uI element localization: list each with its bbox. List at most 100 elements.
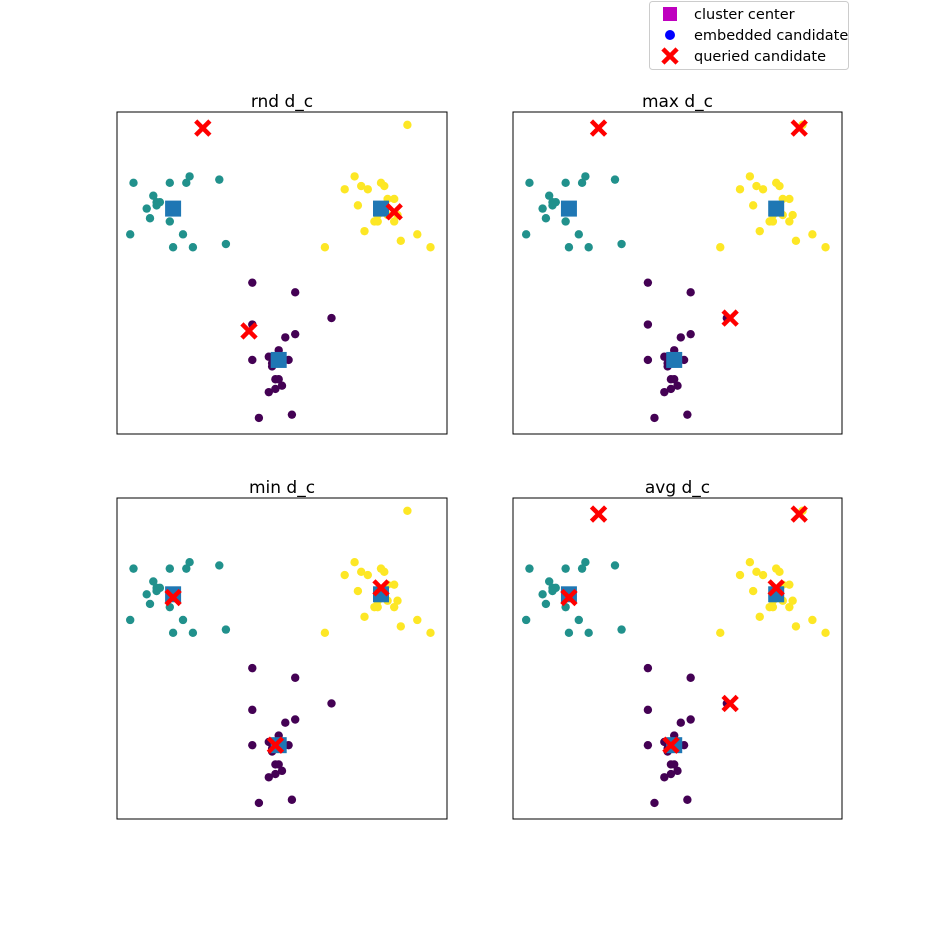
- embedded-candidate-c: [390, 217, 399, 226]
- embedded-candidate-c: [396, 622, 405, 631]
- embedded-candidate-b: [548, 586, 557, 596]
- embedded-candidate-a: [291, 673, 300, 682]
- embedded-candidate-c: [357, 181, 366, 191]
- embedded-candidate-c: [775, 567, 784, 577]
- embedded-candidate-a: [650, 798, 659, 808]
- embedded-candidate-a: [274, 375, 283, 384]
- embedded-candidate-b: [145, 599, 155, 609]
- embedded-candidate-a: [666, 384, 676, 394]
- subplot-title: avg d_c: [645, 478, 710, 498]
- embedded-candidate-b: [149, 577, 158, 586]
- embedded-candidate-c: [320, 628, 330, 638]
- embedded-candidate-c: [413, 615, 422, 625]
- embedded-candidate-c: [357, 567, 366, 577]
- embedded-candidate-b: [584, 628, 593, 638]
- queried-candidate: [767, 579, 785, 597]
- embedded-candidate-c: [735, 185, 745, 194]
- embedded-candidate-a: [254, 413, 264, 423]
- embedded-candidate-c: [353, 586, 363, 596]
- cluster-center: [560, 586, 577, 603]
- queried-candidate: [589, 505, 608, 523]
- embedded-candidate-c: [748, 201, 758, 210]
- embedded-candidate-a: [281, 718, 290, 727]
- embedded-candidate-a: [670, 760, 679, 769]
- subplot-title: min d_c: [249, 478, 315, 498]
- embedded-candidate-b: [584, 243, 593, 252]
- subplot-4: avg d_c: [512, 478, 843, 820]
- embedded-candidate-c: [353, 201, 363, 210]
- embedded-candidate-b: [525, 564, 534, 573]
- embedded-candidate-c: [373, 217, 382, 226]
- embedded-candidate-c: [785, 602, 794, 612]
- embedded-candidate-a: [686, 673, 695, 682]
- embedded-candidate-b: [165, 217, 174, 226]
- embedded-candidate-a: [643, 740, 653, 750]
- legend: cluster center embedded candidate querie…: [649, 1, 849, 70]
- subplot-title: max d_c: [642, 92, 713, 112]
- embedded-candidate-b: [182, 178, 191, 188]
- embedded-candidate-c: [363, 570, 372, 580]
- embedded-candidate-c: [768, 217, 778, 226]
- embedded-candidate-c: [426, 628, 435, 638]
- embedded-candidate-c: [745, 558, 755, 567]
- legend-frame: [649, 1, 849, 70]
- embedded-candidate-b: [165, 564, 174, 573]
- embedded-candidate-b: [561, 217, 570, 226]
- embedded-candidate-a: [264, 773, 273, 782]
- embedded-candidate-a: [643, 278, 653, 287]
- cluster-center: [165, 200, 182, 217]
- embedded-candidate-c: [755, 612, 764, 621]
- subplot-1: rnd d_c: [116, 92, 448, 435]
- embedded-candidate-b: [574, 615, 583, 625]
- embedded-candidate-c: [350, 172, 359, 181]
- embedded-candidate-c: [403, 120, 412, 130]
- embedded-candidate-c: [340, 570, 349, 580]
- cluster-center: [560, 200, 577, 217]
- embedded-candidate-a: [248, 740, 257, 750]
- legend-label-embedded-candidate: embedded candidate: [694, 28, 848, 44]
- embedded-candidate-b: [581, 558, 590, 567]
- embedded-candidate-b: [577, 178, 587, 188]
- embedded-candidate-c: [360, 226, 369, 236]
- embedded-candidate-c: [755, 226, 764, 236]
- embedded-candidate-b: [541, 214, 551, 223]
- embedded-candidate-c: [396, 236, 405, 245]
- embedded-candidate-c: [788, 210, 797, 220]
- embedded-candidate-c: [775, 181, 784, 191]
- embedded-candidate-b: [617, 625, 626, 634]
- embedded-candidate-a: [643, 320, 653, 329]
- embedded-candidate-b: [538, 204, 547, 213]
- embedded-candidate-a: [274, 760, 283, 769]
- embedded-candidate-c: [390, 602, 399, 612]
- embedded-candidate-a: [643, 355, 653, 365]
- queried-candidate: [240, 322, 258, 340]
- cluster-center: [768, 200, 785, 217]
- embedded-candidate-b: [145, 214, 155, 223]
- embedded-candidate-b: [221, 625, 231, 634]
- embedded-candidate-c: [413, 230, 422, 239]
- embedded-candidate-c: [393, 596, 402, 605]
- embedded-candidate-b: [525, 178, 534, 188]
- queried-candidate: [790, 119, 808, 137]
- embedded-candidate-b: [544, 577, 554, 586]
- cluster-center: [666, 351, 683, 368]
- embedded-candidate-b: [178, 230, 188, 239]
- embedded-candidate-b: [188, 628, 198, 638]
- embedded-candidate-c: [791, 236, 801, 245]
- legend-label-queried-candidate: queried candidate: [694, 49, 826, 65]
- embedded-candidate-c: [716, 628, 725, 638]
- queried-candidate: [164, 588, 182, 607]
- embedded-candidate-a: [291, 715, 300, 724]
- embedded-candidate-c: [785, 217, 794, 226]
- embedded-candidate-b: [544, 191, 554, 200]
- queried-candidate: [266, 736, 285, 754]
- cluster-center: [270, 351, 287, 368]
- embedded-candidate-a: [650, 413, 659, 423]
- queried-candidate: [790, 505, 808, 523]
- embedded-candidate-a: [248, 278, 257, 287]
- embedded-candidate-b: [574, 230, 583, 239]
- embedded-candidate-a: [686, 288, 695, 297]
- embedded-candidate-a: [287, 410, 297, 419]
- legend-marker-embedded-candidate: [665, 30, 675, 40]
- subplot-2: max d_c: [512, 92, 843, 435]
